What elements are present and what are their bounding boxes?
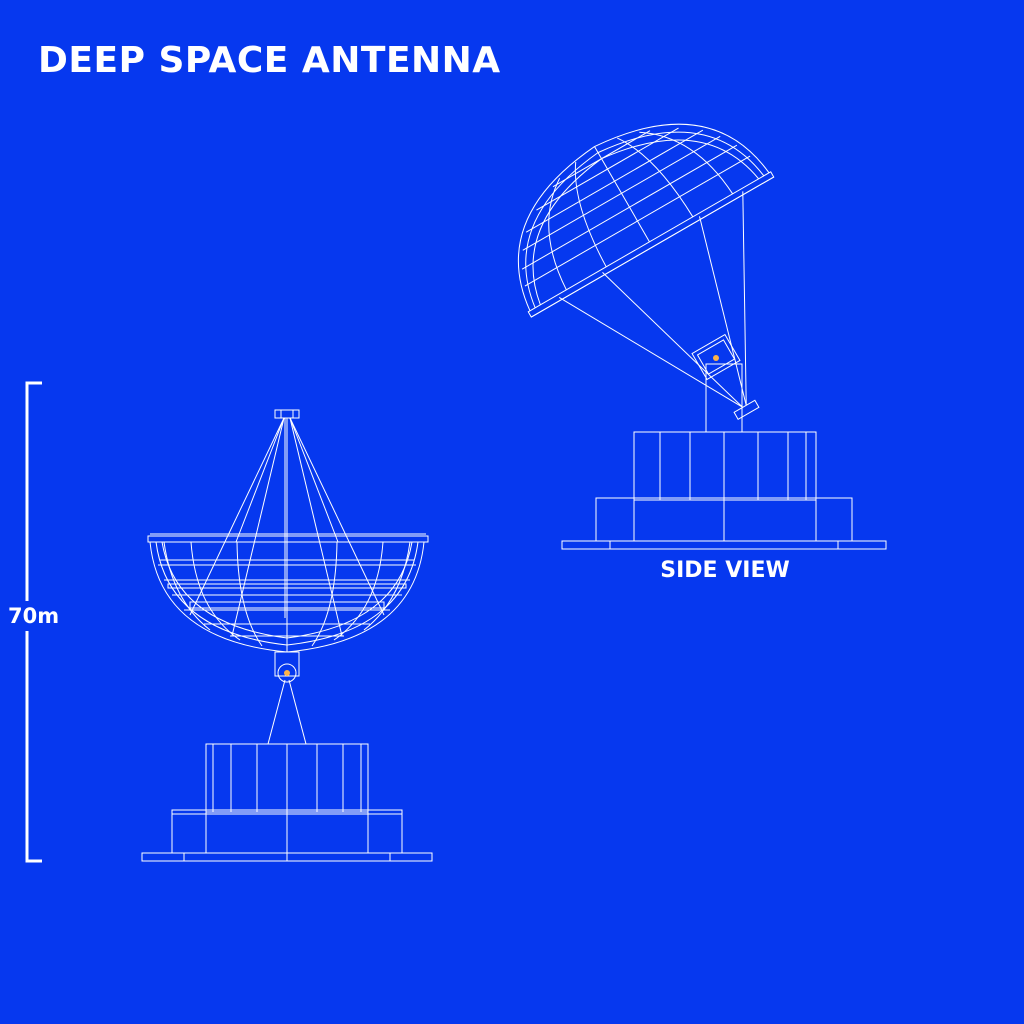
subreflector <box>274 409 300 419</box>
feed-support-struts <box>189 417 385 637</box>
side-pivot-point <box>713 355 719 361</box>
scale-bracket <box>25 381 42 863</box>
side-view-label: SIDE VIEW <box>660 558 790 583</box>
elevation-column <box>705 363 743 433</box>
ground-plate <box>141 852 433 862</box>
base-block <box>171 809 403 854</box>
page-title: DEEP SPACE ANTENNA <box>38 40 501 81</box>
front-view-antenna <box>141 409 433 862</box>
side-view-antenna <box>517 123 887 550</box>
pivot-point <box>284 670 290 676</box>
tilted-dish <box>517 123 775 420</box>
elevation-bearing <box>277 663 297 683</box>
dish-rim <box>147 533 429 543</box>
scale-label: 70m <box>8 604 60 628</box>
